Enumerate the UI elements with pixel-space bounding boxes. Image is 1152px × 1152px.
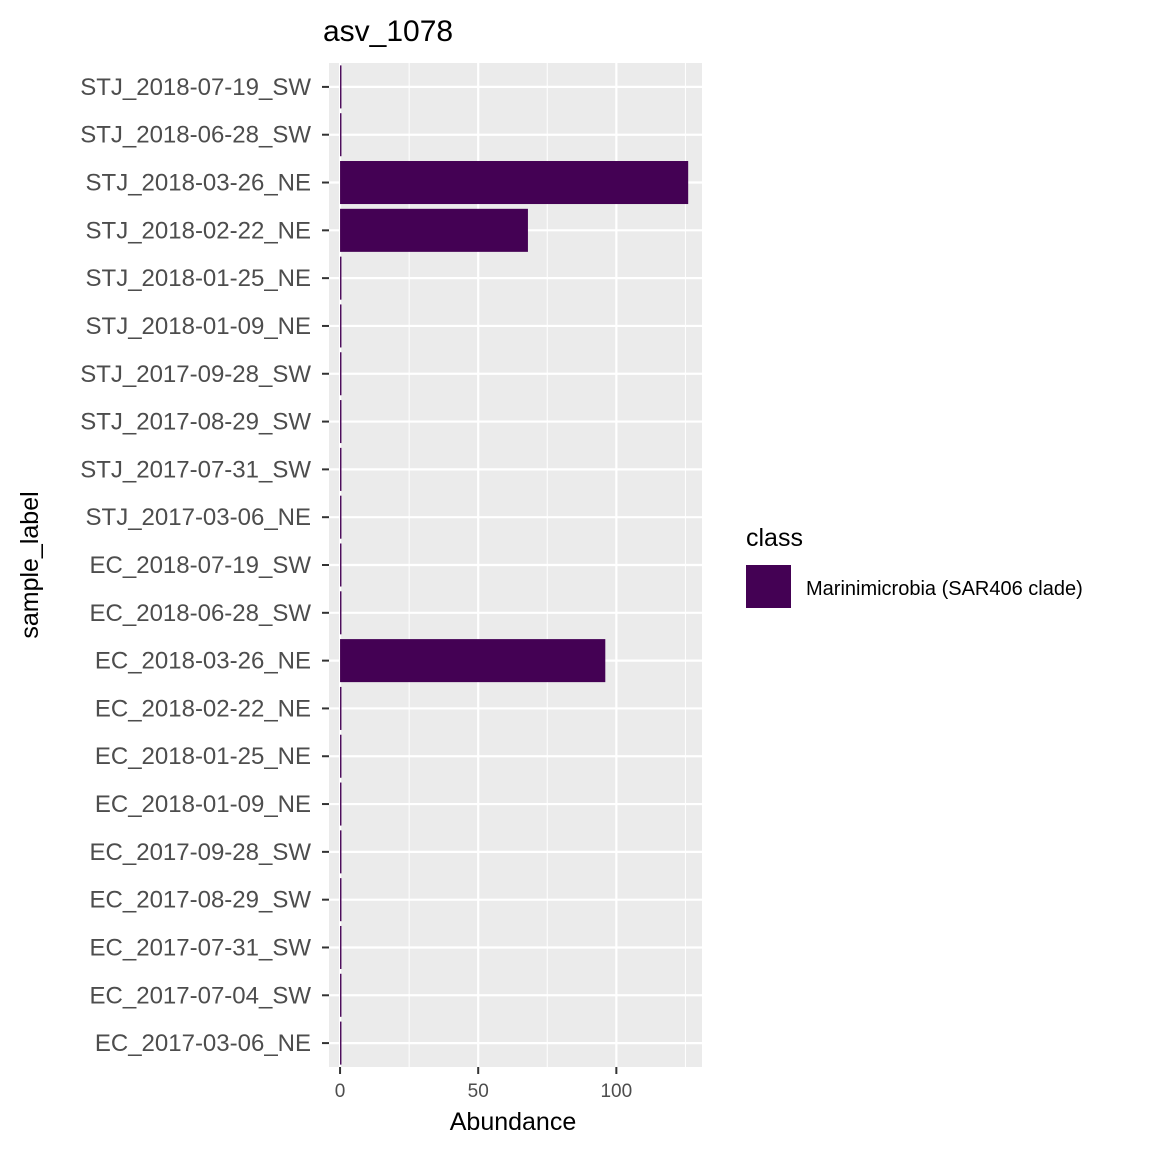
y-tick-label: STJ_2018-02-22_NE (86, 217, 311, 244)
y-tick-label: STJ_2018-07-19_SW (80, 74, 311, 101)
x-tick-label: 100 (600, 1081, 632, 1102)
bar (340, 973, 342, 1017)
bar (340, 256, 342, 300)
x-tick-label: 50 (468, 1081, 489, 1102)
bar (340, 1021, 342, 1065)
bar (340, 495, 342, 539)
legend-title: class (746, 524, 803, 552)
y-tick-label: EC_2018-06-28_SW (90, 600, 312, 627)
y-tick-label: EC_2017-07-04_SW (90, 982, 312, 1009)
x-tick-label: 0 (335, 1081, 346, 1102)
bar (340, 734, 342, 778)
y-tick-label: STJ_2017-08-29_SW (80, 409, 311, 436)
chart-title: asv_1078 (323, 15, 453, 48)
y-axis: EC_2017-03-06_NE EC_2017-07-04_SW EC_2017-… (80, 74, 329, 1057)
y-tick-label: STJ_2018-03-26_NE (86, 170, 311, 197)
y-tick-label: STJ_2017-09-28_SW (80, 361, 311, 388)
y-tick-label: EC_2018-03-26_NE (95, 648, 311, 675)
y-tick-label: EC_2018-07-19_SW (90, 552, 312, 579)
y-tick-label: STJ_2018-01-09_NE (86, 313, 311, 340)
y-tick-label: EC_2017-03-06_NE (95, 1030, 311, 1057)
y-tick-label: STJ_2017-03-06_NE (86, 504, 311, 531)
bar (340, 543, 342, 587)
y-tick-label: STJ_2018-06-28_SW (80, 122, 311, 149)
bar (340, 447, 342, 491)
y-axis-title: sample_label (16, 491, 44, 638)
bar (340, 639, 606, 683)
bar (340, 352, 342, 396)
bar (340, 400, 342, 444)
y-tick-label: EC_2017-07-31_SW (90, 934, 312, 961)
y-tick-label: EC_2017-08-29_SW (90, 887, 312, 914)
x-axis-title: Abundance (450, 1108, 577, 1136)
y-tick-label: EC_2017-09-28_SW (90, 839, 312, 866)
bar (340, 878, 342, 922)
y-tick-label: STJ_2018-01-25_NE (86, 265, 311, 292)
bar (340, 830, 342, 874)
bar (340, 925, 342, 969)
legend-label: Marinimicrobia (SAR406 clade) (806, 578, 1083, 600)
bar (340, 113, 342, 157)
bar (340, 782, 342, 826)
y-tick-label: EC_2018-01-25_NE (95, 743, 311, 770)
bar (340, 591, 342, 635)
legend: class Marinimicrobia (SAR406 clade) (746, 524, 1083, 608)
bar (340, 208, 528, 252)
bar (340, 304, 342, 348)
y-tick-label: EC_2018-02-22_NE (95, 695, 311, 722)
x-axis: 0 50 100 (335, 1067, 632, 1102)
y-tick-label: EC_2018-01-09_NE (95, 791, 311, 818)
y-tick-label: STJ_2017-07-31_SW (80, 456, 311, 483)
bar (340, 65, 342, 109)
legend-key (746, 565, 791, 608)
bar (340, 161, 689, 205)
bars (340, 65, 689, 1065)
bar (340, 686, 342, 730)
